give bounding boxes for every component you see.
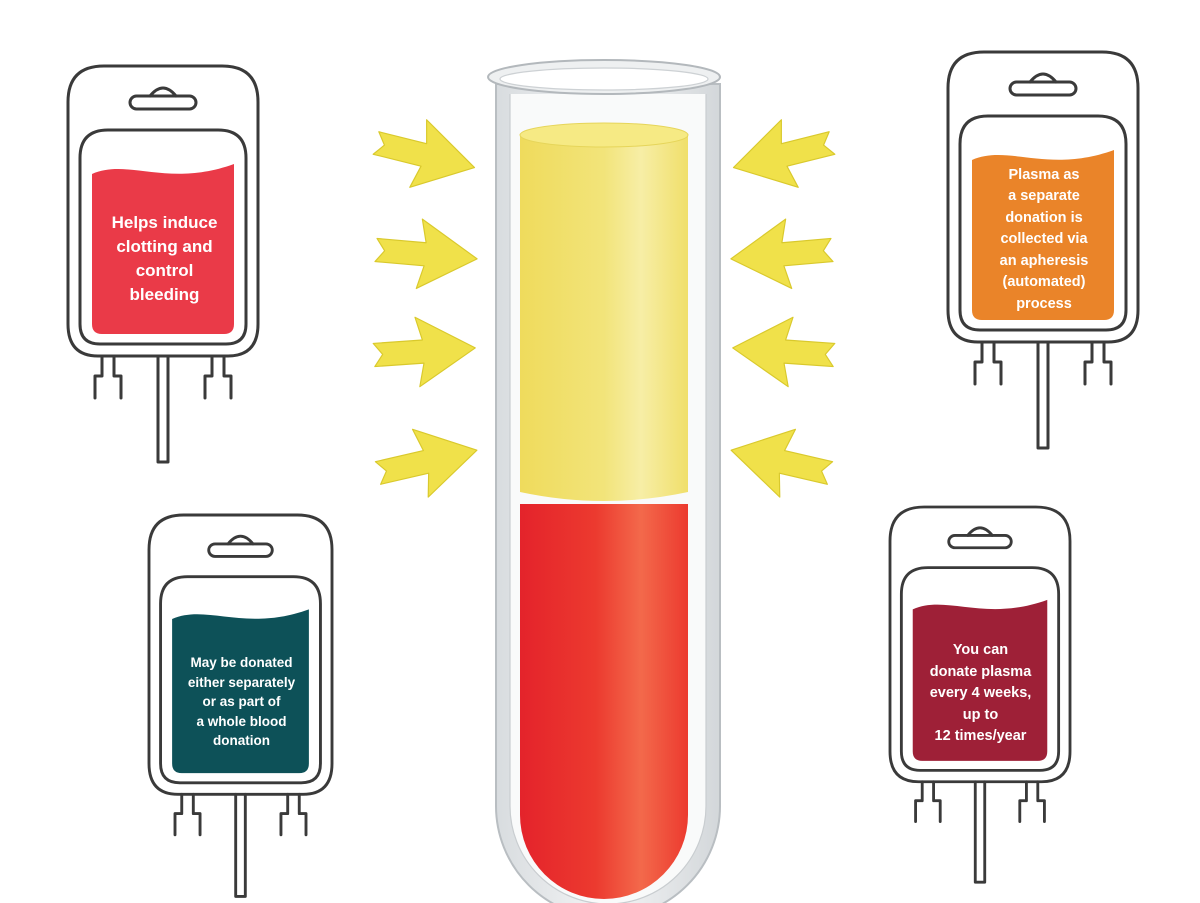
bag-text-line: donation [213, 733, 270, 749]
bag-text-line: a whole blood [196, 713, 287, 729]
arrow-icon [730, 218, 834, 290]
bag-text-line: every 4 weeks, [929, 685, 1032, 702]
bag-text-line: collected via [1000, 231, 1088, 248]
arrows-group [372, 119, 836, 498]
bag-fill [972, 150, 1114, 320]
tube-opening [499, 67, 709, 91]
bag-text-line: either separately [187, 674, 296, 690]
blood-bag-icon [147, 513, 334, 898]
bag-fill [172, 609, 309, 774]
bag-text-line: (automated) [1002, 274, 1086, 291]
blood-bag-icon [66, 64, 260, 464]
bag-text-line: Plasma as [1008, 166, 1080, 183]
red-cell-layer [520, 504, 688, 899]
bag-fill [92, 164, 234, 334]
plasma-layer [520, 135, 688, 501]
bag-text-line: control [135, 261, 194, 280]
test-tube-icon [487, 59, 721, 903]
arrow-icon [730, 428, 834, 498]
bag-text-line: donation is [1005, 209, 1083, 226]
arrow-icon [732, 119, 836, 188]
arrow-icon [374, 218, 478, 290]
bag-text-line: bleeding [129, 285, 200, 304]
bag-text-frequency: You can donate plasma every 4 weeks, up … [912, 614, 1049, 774]
bag-text-line: a separate [1008, 188, 1080, 205]
arrow-icon [374, 428, 478, 498]
arrow-icon [372, 119, 476, 188]
blood-bag-icon [888, 505, 1072, 884]
bag-text-clotting: Helps induce clotting and control bleedi… [92, 184, 237, 334]
arrow-icon [732, 316, 836, 388]
bag-text-line: May be donated [190, 655, 293, 671]
bag-text-line: process [1016, 295, 1072, 312]
bag-text-line: an apheresis [999, 252, 1089, 269]
bag-text-line: donate plasma [929, 663, 1032, 680]
bag-text-line: Helps induce [111, 213, 218, 232]
bag-text-line: 12 times/year [934, 728, 1027, 745]
blood-bag-icon [946, 50, 1140, 450]
bags-group [66, 50, 1140, 898]
bag-text-line: You can [952, 642, 1009, 659]
bag-text-donated: May be donated either separately or as p… [173, 622, 310, 782]
plasma-top [519, 122, 689, 148]
arrow-icon [372, 316, 476, 388]
bag-fill [912, 599, 1048, 761]
bag-text-apheresis: Plasma as a separate donation is collect… [970, 158, 1118, 322]
bag-text-line: or as part of [202, 694, 281, 710]
bag-text-line: up to [962, 706, 999, 723]
bag-text-line: clotting and [116, 237, 213, 256]
